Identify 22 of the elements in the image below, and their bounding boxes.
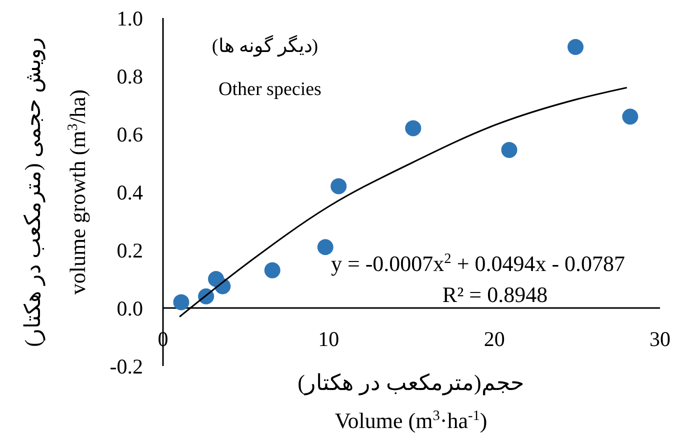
y-tick-label: -0.2: [110, 354, 143, 378]
x-tick-label: 20: [484, 327, 505, 351]
y-tick-label: 0.6: [116, 122, 143, 146]
point: [405, 120, 422, 136]
text: Other species: [218, 79, 322, 100]
y-tick-label: 0.4: [116, 180, 144, 204]
text: (دیگر گونه ها): [212, 34, 318, 57]
point: [264, 262, 280, 278]
point: [317, 239, 334, 256]
y-tick-label: 0.0: [116, 296, 143, 320]
y-tick-label: 1.0: [116, 6, 143, 30]
point: [173, 294, 190, 310]
x-tick-label: 30: [650, 327, 670, 351]
point: [501, 142, 518, 158]
annotation: y = -0.0007x$^{2}$ + 0.0494x - 0.0787: [330, 251, 626, 276]
point: [330, 178, 347, 194]
point: [568, 39, 584, 55]
x-tick-label: 10: [318, 327, 340, 351]
y-tick-label: 0.8: [116, 64, 143, 88]
point: [622, 108, 638, 125]
annotation: R² = 0.8948: [442, 282, 548, 307]
y-tick-label: 0.2: [116, 238, 143, 262]
